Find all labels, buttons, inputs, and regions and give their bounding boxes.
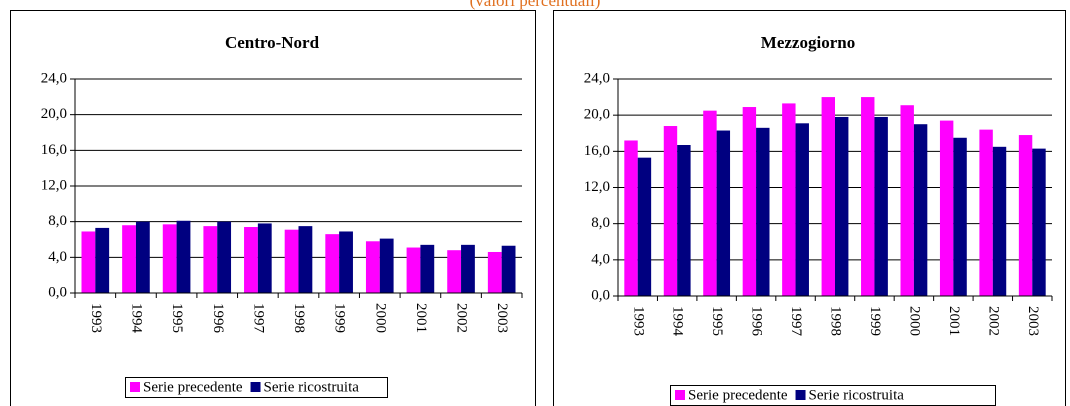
bar (406, 247, 421, 293)
bar (1018, 135, 1033, 296)
x-tick-label: 1997 (788, 306, 804, 337)
chart-title: Centro-Nord (225, 33, 320, 52)
x-tick-label: 2000 (372, 303, 388, 333)
y-tick-label: 16,0 (41, 142, 67, 158)
bar (992, 146, 1007, 296)
bar (325, 234, 340, 293)
y-tick-label: 20,0 (41, 106, 67, 122)
bar (861, 97, 875, 296)
legend-label: Serie ricostruita (809, 387, 905, 403)
subtitle: (valori percentuali) (470, 0, 601, 10)
bar (742, 107, 757, 296)
bar (447, 250, 462, 293)
bar (217, 221, 232, 293)
y-tick-label: 8,0 (591, 215, 610, 231)
bar (176, 220, 191, 293)
bar (874, 116, 888, 296)
x-tick-label: 2001 (946, 306, 962, 336)
bar (795, 123, 809, 296)
legend-swatch (130, 382, 140, 392)
x-tick-label: 1993 (88, 303, 104, 333)
bar (624, 140, 638, 296)
bar (501, 245, 516, 293)
bar (939, 120, 954, 296)
bar (203, 226, 218, 293)
y-tick-label: 12,0 (41, 177, 67, 193)
bar (135, 221, 150, 293)
bar (1032, 148, 1046, 296)
panel-frame (10, 10, 536, 406)
bar (162, 224, 177, 293)
bar (95, 227, 110, 293)
y-tick-label: 4,0 (48, 249, 67, 265)
bar (835, 116, 849, 296)
x-tick-label: 2000 (906, 306, 922, 336)
y-tick-label: 24,0 (41, 70, 67, 86)
x-tick-label: 1998 (291, 303, 307, 333)
x-tick-label: 1999 (332, 303, 348, 333)
bar (913, 124, 928, 296)
legend-label: Serie ricostruita (264, 379, 360, 395)
x-tick-label: 2002 (985, 306, 1001, 336)
x-tick-label: 1996 (749, 306, 765, 337)
x-tick-label: 1996 (210, 303, 226, 334)
panel-frame (553, 10, 1066, 406)
bar (637, 157, 652, 296)
x-tick-label: 1997 (250, 303, 266, 334)
bar (81, 231, 96, 293)
y-tick-label: 24,0 (584, 70, 610, 86)
bar (339, 231, 353, 293)
y-tick-label: 4,0 (591, 251, 610, 267)
y-tick-label: 20,0 (584, 107, 610, 123)
bar (677, 145, 691, 296)
x-tick-label: 1994 (670, 306, 686, 337)
legend-label: Serie precedente (688, 387, 788, 403)
bar (716, 130, 731, 296)
legend-swatch (675, 390, 685, 400)
x-tick-label: 1995 (709, 306, 725, 336)
chart-title: Mezzogiorno (761, 33, 855, 52)
bar (379, 238, 394, 293)
bar (284, 229, 299, 293)
bar (257, 223, 272, 293)
x-tick-label: 1999 (867, 306, 883, 336)
bar (461, 244, 475, 293)
bar (487, 251, 502, 293)
bar (122, 225, 136, 293)
bar (703, 110, 717, 296)
x-tick-label: 2001 (413, 303, 429, 333)
bar (821, 97, 835, 296)
legend-swatch (250, 382, 261, 392)
bar (979, 129, 993, 296)
bar (953, 137, 967, 296)
bar (782, 103, 796, 296)
y-tick-label: 0,0 (48, 284, 67, 300)
y-tick-label: 0,0 (591, 287, 610, 303)
bar (756, 127, 770, 296)
legend-swatch (795, 390, 806, 400)
bar (365, 241, 380, 293)
bar (244, 227, 258, 293)
bar (663, 126, 678, 297)
y-tick-label: 12,0 (584, 179, 610, 195)
x-tick-label: 2003 (1025, 306, 1041, 336)
y-tick-label: 16,0 (584, 143, 610, 159)
x-tick-label: 2003 (494, 303, 510, 333)
x-tick-label: 1995 (169, 303, 185, 333)
x-tick-label: 1998 (828, 306, 844, 336)
x-tick-label: 1993 (630, 306, 646, 336)
legend-label: Serie precedente (143, 379, 243, 395)
x-tick-label: 1994 (129, 303, 145, 334)
bar (420, 244, 435, 293)
bar (298, 226, 313, 293)
x-tick-label: 2002 (454, 303, 470, 333)
y-tick-label: 8,0 (48, 213, 67, 229)
bar (900, 105, 914, 297)
